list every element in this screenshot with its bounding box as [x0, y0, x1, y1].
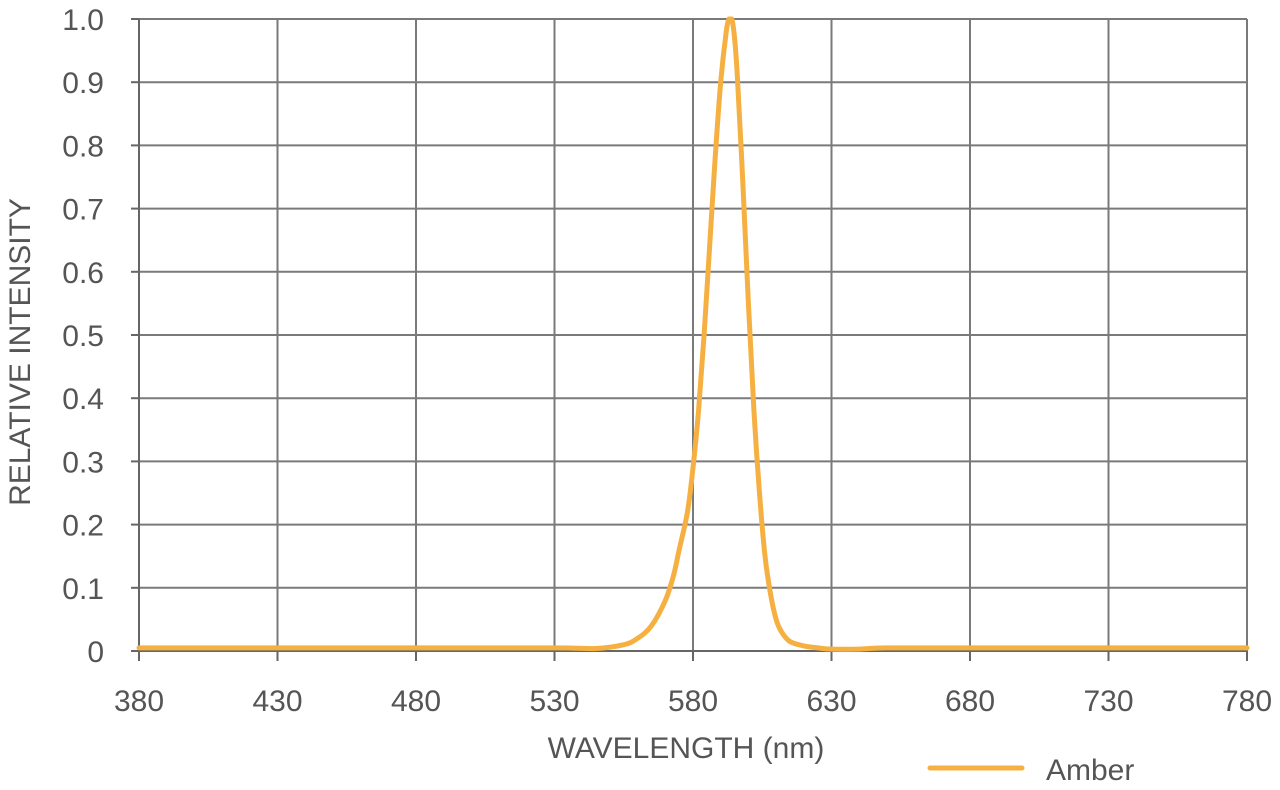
y-tick-label: 0.6: [62, 257, 104, 290]
grid: [139, 18, 1248, 651]
series-group: [136, 16, 1250, 652]
y-tick-labels: 0 0.1 0.2 0.3 0.4 0.5 0.6 0.7 0.8 0.9 1.0: [62, 4, 104, 669]
y-tick-label: 0.8: [62, 130, 104, 163]
x-tick-labels: 380 430 480 530 580 630 680 730 780: [114, 685, 1272, 718]
x-tick-label: 680: [945, 685, 995, 718]
x-tick-label: 780: [1222, 685, 1272, 718]
legend: Amber: [927, 754, 1134, 787]
axes: [131, 18, 1248, 661]
y-axis-title: RELATIVE INTENSITY: [4, 198, 37, 506]
y-tick-label: 0.1: [62, 573, 104, 606]
y-tick-label: 0.9: [62, 67, 104, 100]
series-line-amber: [136, 16, 1250, 652]
y-tick-label: 1.0: [62, 4, 104, 37]
y-tick-label: 0.3: [62, 446, 104, 479]
y-tick-label: 0.2: [62, 510, 104, 543]
y-tick-label: 0: [87, 636, 104, 669]
x-tick-label: 580: [668, 685, 718, 718]
x-tick-label: 630: [806, 685, 856, 718]
x-axis-title: WAVELENGTH (nm): [548, 732, 825, 765]
x-tick-label: 380: [114, 685, 164, 718]
y-tick-label: 0.7: [62, 194, 104, 227]
legend-label-amber: Amber: [1046, 754, 1134, 787]
x-tick-label: 530: [529, 685, 579, 718]
x-tick-label: 480: [391, 685, 441, 718]
x-tick-label: 730: [1083, 685, 1133, 718]
y-tick-label: 0.4: [62, 383, 104, 416]
y-tick-label: 0.5: [62, 320, 104, 353]
x-tick-label: 430: [252, 685, 302, 718]
